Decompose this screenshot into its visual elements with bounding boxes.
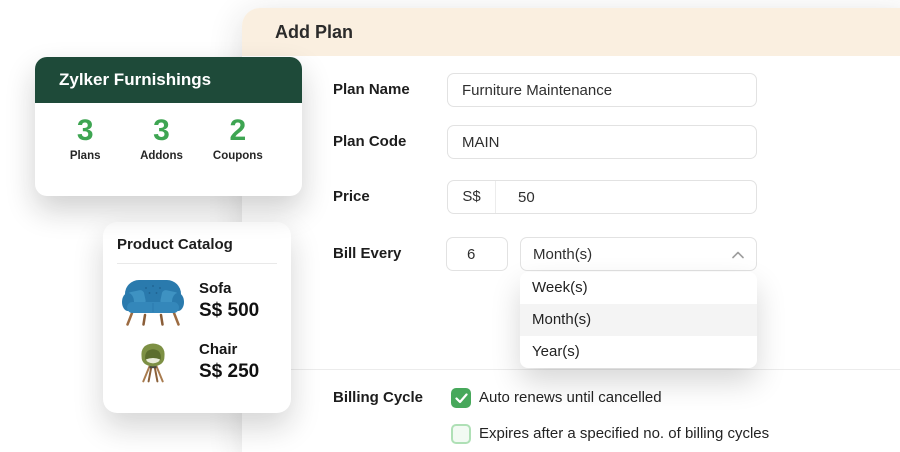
dropdown-option-weeks[interactable]: Week(s) [532,279,588,296]
sofa-info: Sofa S$ 500 [199,280,259,322]
bill-every-unit-select[interactable]: Month(s) [520,237,757,271]
dropdown-option-months[interactable]: Month(s) [520,304,757,336]
plan-code-label: Plan Code [333,133,407,150]
store-stats: 3 Plans 3 Addons 2 Coupons [35,103,302,163]
add-plan-panel: Add Plan Plan Name Plan Code Price S$ Bi… [242,8,900,452]
dropdown-option-years[interactable]: Year(s) [532,343,580,360]
stat-addons-value: 3 [153,114,170,147]
chevron-up-icon [732,251,744,259]
chair-price: S$ 250 [199,361,260,382]
product-catalog-card: Product Catalog [103,222,291,413]
chair-name: Chair [199,341,238,358]
chair-illustration [117,340,189,384]
catalog-title: Product Catalog [117,236,233,253]
auto-renew-checkbox[interactable] [451,388,471,408]
stat-plans-label: Plans [69,150,101,162]
check-icon [454,392,468,403]
stat-coupons-label: Coupons [212,150,263,162]
store-summary-card: Zylker Furnishings 3 Plans 3 Addons 2 Co… [35,57,302,196]
stat-addons-label: Addons [140,150,183,162]
currency-prefix: S$ [448,181,496,213]
bill-every-unit-value: Month(s) [533,245,593,263]
catalog-item-sofa: Sofa S$ 500 [117,276,277,326]
section-divider [242,369,900,370]
catalog-divider [117,263,277,264]
bill-every-count-input[interactable] [446,237,508,271]
store-name: Zylker Furnishings [59,70,212,89]
catalog-item-chair: Chair S$ 250 [117,340,277,384]
add-plan-header: Add Plan [242,8,900,56]
store-card-header: Zylker Furnishings [35,57,302,103]
stat-coupons-value: 2 [229,114,247,147]
stat-plans: 3 Plans [47,114,123,163]
price-label: Price [333,188,370,205]
expires-label[interactable]: Expires after a specified no. of billing… [479,425,770,442]
chair-info: Chair S$ 250 [199,341,259,383]
auto-renew-label[interactable]: Auto renews until cancelled [479,389,662,406]
stat-plans-value: 3 [76,114,94,147]
plan-name-label: Plan Name [333,81,410,98]
billing-cycle-label: Billing Cycle [333,389,424,406]
bill-every-label: Bill Every [333,245,402,262]
plan-name-input[interactable] [447,73,757,107]
page-title: Add Plan [275,21,354,42]
unit-dropdown-menu: Week(s) Month(s) Year(s) [520,272,757,368]
plan-code-input[interactable] [447,125,757,159]
expires-checkbox[interactable] [451,424,471,444]
sofa-price: S$ 500 [199,300,260,321]
sofa-illustration [117,276,189,326]
stat-coupons: 2 Coupons [200,114,276,163]
price-field: S$ [447,180,757,214]
stat-addons: 3 Addons [123,114,199,163]
sofa-name: Sofa [199,280,232,297]
price-input[interactable] [496,182,756,212]
